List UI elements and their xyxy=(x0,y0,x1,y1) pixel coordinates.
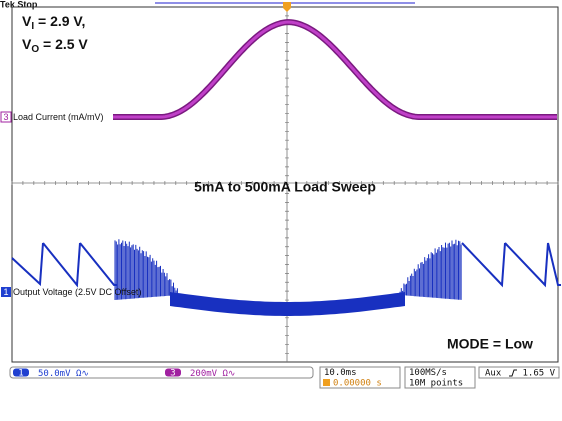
trigger-source: Aux xyxy=(485,369,502,379)
value: = 2.5 V xyxy=(39,36,88,52)
sawtooth-right xyxy=(461,242,561,288)
trigger-level: 1.65 V xyxy=(522,369,555,379)
plot-title: 5mA to 500mA Load Sweep xyxy=(194,179,376,195)
subscript: O xyxy=(31,44,39,55)
ch3-marker xyxy=(0,111,12,123)
graticule-ticks xyxy=(11,6,559,354)
load-current-trace-core xyxy=(113,20,557,119)
ch3-scale: 200mV Ω∿ xyxy=(190,369,235,379)
symbol: V xyxy=(22,36,32,52)
ch3-badge-number: 3 xyxy=(170,369,175,379)
value: = 2.9 V, xyxy=(34,13,85,29)
coupling: Ω∿ xyxy=(76,369,89,379)
output-voltage: VO = 2.5 V xyxy=(22,36,88,55)
run-status: Tek Stop xyxy=(0,0,38,9)
record-length: 10M points xyxy=(409,379,463,389)
ch1-scale: 50.0mV Ω∿ xyxy=(38,369,89,379)
input-voltage: VI = 2.9 V, xyxy=(22,13,85,32)
subscript: I xyxy=(31,21,34,32)
ch3-number: 3 xyxy=(3,112,8,122)
ch3-badge xyxy=(165,368,181,377)
traces xyxy=(11,19,561,316)
mode-label: MODE = Low xyxy=(447,336,533,352)
coupling: Ω∿ xyxy=(223,369,236,379)
channel-readout xyxy=(9,366,314,379)
scale: 200mV xyxy=(190,369,218,379)
trigger-box xyxy=(478,366,560,379)
sample-rate: 100MS/s xyxy=(409,368,447,378)
time-scale: 10.0ms xyxy=(324,368,357,378)
ch1-marker xyxy=(1,287,11,297)
ch1-number: 1 xyxy=(3,287,8,297)
ch1-badge xyxy=(13,368,29,377)
ch1-label: Output Voltage (2.5V DC Offset) xyxy=(13,287,141,297)
regulated-band xyxy=(170,292,405,316)
slope-icon xyxy=(509,369,517,377)
ch3-label: Load Current (mA/mV) xyxy=(13,112,104,122)
symbol: V xyxy=(22,13,32,29)
trigger-icon xyxy=(323,379,330,386)
timebase-box xyxy=(319,366,401,389)
switching-bursts xyxy=(114,239,462,300)
scale: 50.0mV xyxy=(38,369,71,379)
trigger-marker xyxy=(283,2,291,12)
acquisition-box xyxy=(404,366,476,389)
trigger-position: 0.00000 s xyxy=(333,379,382,389)
ch1-badge-number: 1 xyxy=(18,369,23,379)
